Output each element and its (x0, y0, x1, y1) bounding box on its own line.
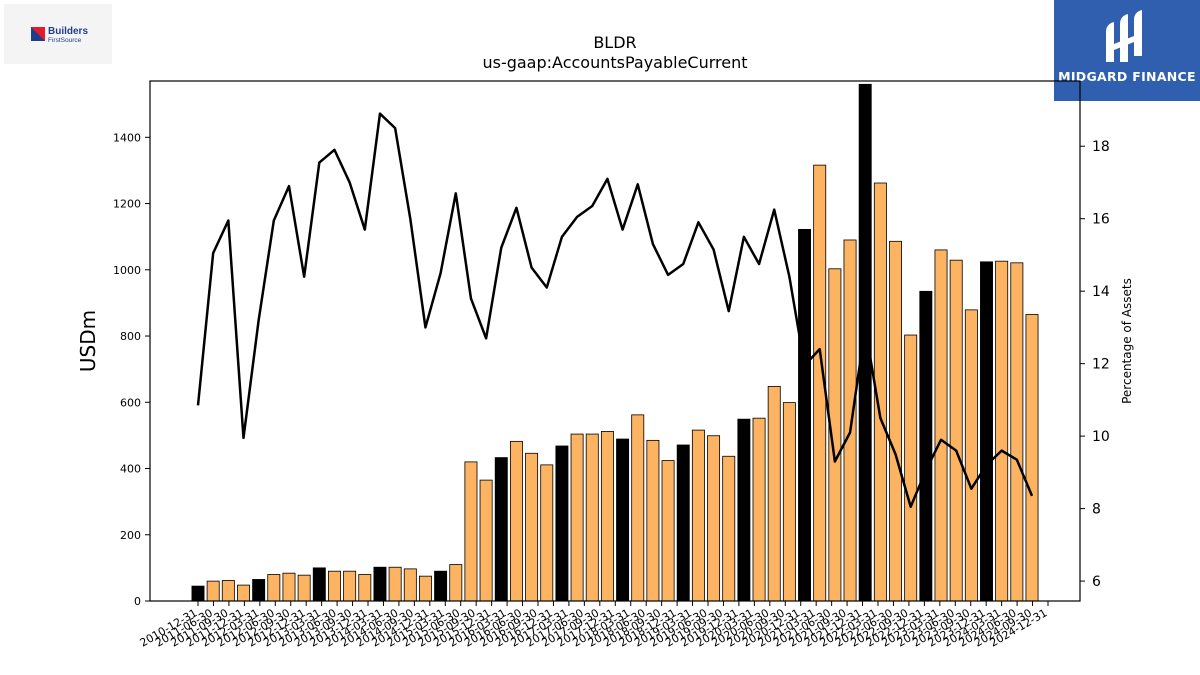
bar-2017-09-30 (600, 431, 614, 602)
builders-logo-brand: Builders (48, 26, 89, 37)
bar-2018-09-30 (661, 460, 675, 602)
bar-2021-09-30 (843, 239, 857, 602)
y2-axis-label: Percentage of Assets (1120, 278, 1134, 404)
bar-2023-12-31 (980, 261, 993, 602)
bar-2011-06-30 (221, 580, 235, 602)
midgard-logo-mark-icon (1106, 10, 1142, 62)
y2-tick-label: 14 (1092, 284, 1110, 300)
bar-2011-12-31 (252, 579, 266, 602)
bar-2013-12-31 (373, 566, 387, 602)
y-tick-label: 400 (120, 463, 141, 476)
y2-tick-label: 18 (1092, 139, 1110, 155)
y-tick-label: 1000 (113, 264, 141, 277)
bar-2019-09-30 (722, 455, 736, 602)
y-tick-label: 200 (120, 529, 141, 542)
bar-2022-06-30 (889, 240, 902, 602)
y-axis-label: USDm (76, 310, 100, 372)
bar-2015-06-30 (464, 461, 478, 602)
bar-2023-09-30 (964, 309, 978, 602)
bar-2014-06-30 (403, 568, 417, 602)
bar-2011-09-30 (237, 584, 250, 602)
percentage-of-assets-line (196, 112, 1034, 509)
bar-2022-09-30 (904, 334, 918, 602)
bar-2010-12-31 (191, 585, 205, 602)
bar-2019-12-31 (737, 418, 751, 602)
y-tick-label: 0 (134, 595, 141, 608)
builders-logo-sub: FirstSource (48, 37, 82, 44)
bar-2012-03-31 (267, 574, 281, 602)
y-tick-label: 1200 (113, 198, 141, 211)
bar-2013-09-30 (358, 574, 372, 602)
midgard-finance-logo: MIDGARD FINANCE (1054, 0, 1200, 101)
bar-2020-03-31 (752, 417, 766, 602)
bar-2018-06-30 (646, 439, 660, 602)
bar-2015-03-31 (449, 564, 463, 602)
bar-2014-03-31 (388, 566, 402, 602)
bar-2016-03-31 (509, 440, 523, 602)
chart-subtitle: us-gaap:AccountsPayableCurrent (482, 53, 747, 72)
bar-2018-12-31 (676, 444, 690, 602)
bar-2013-06-30 (343, 570, 357, 602)
bar-2012-09-30 (297, 574, 311, 602)
builders-logo-mark-icon (31, 27, 45, 41)
y-tick-label: 600 (120, 396, 141, 409)
bar-2024-03-31 (995, 260, 1009, 602)
bar-2024-09-30 (1025, 314, 1039, 602)
y2-tick-label: 10 (1092, 429, 1110, 445)
bar-2016-09-30 (540, 464, 554, 602)
bar-2019-03-31 (691, 429, 705, 602)
bar-2014-09-30 (418, 575, 432, 602)
y-tick-label: 800 (120, 330, 141, 343)
bar-2023-06-30 (949, 259, 963, 602)
bar-2020-12-31 (798, 228, 812, 602)
bar-2015-09-30 (479, 479, 493, 602)
bar-2023-03-31 (934, 249, 948, 602)
bar-2018-03-31 (631, 414, 645, 602)
bar-2022-12-31 (919, 290, 933, 602)
bar-2019-06-30 (707, 435, 721, 602)
bar-2017-03-31 (570, 433, 584, 602)
bar-2015-12-31 (494, 457, 508, 602)
bar-2024-06-30 (1010, 262, 1024, 602)
bar-2017-06-30 (585, 433, 599, 602)
bar-2012-12-31 (312, 567, 326, 602)
bar-2013-03-31 (328, 570, 341, 602)
bar-2014-12-31 (434, 570, 448, 602)
y2-tick-label: 12 (1092, 357, 1110, 373)
bar-2017-12-31 (616, 438, 630, 602)
bar-2020-06-30 (767, 385, 781, 602)
bar-2016-06-30 (525, 452, 539, 602)
bar-2021-12-31 (858, 83, 872, 602)
y2-tick-label: 16 (1092, 212, 1110, 228)
chart-title: BLDR (593, 33, 636, 52)
builders-firstsource-logo: Builders FirstSource (4, 4, 112, 64)
bar-2011-03-31 (206, 580, 220, 602)
y2-tick-label: 6 (1092, 574, 1101, 590)
midgard-logo-text: MIDGARD FINANCE (1058, 69, 1196, 84)
bar-2020-09-30 (782, 402, 796, 602)
bar-2012-06-30 (282, 572, 296, 602)
y-tick-label: 1400 (113, 131, 141, 144)
bar-2016-12-31 (555, 445, 569, 602)
y2-tick-label: 8 (1092, 502, 1101, 518)
